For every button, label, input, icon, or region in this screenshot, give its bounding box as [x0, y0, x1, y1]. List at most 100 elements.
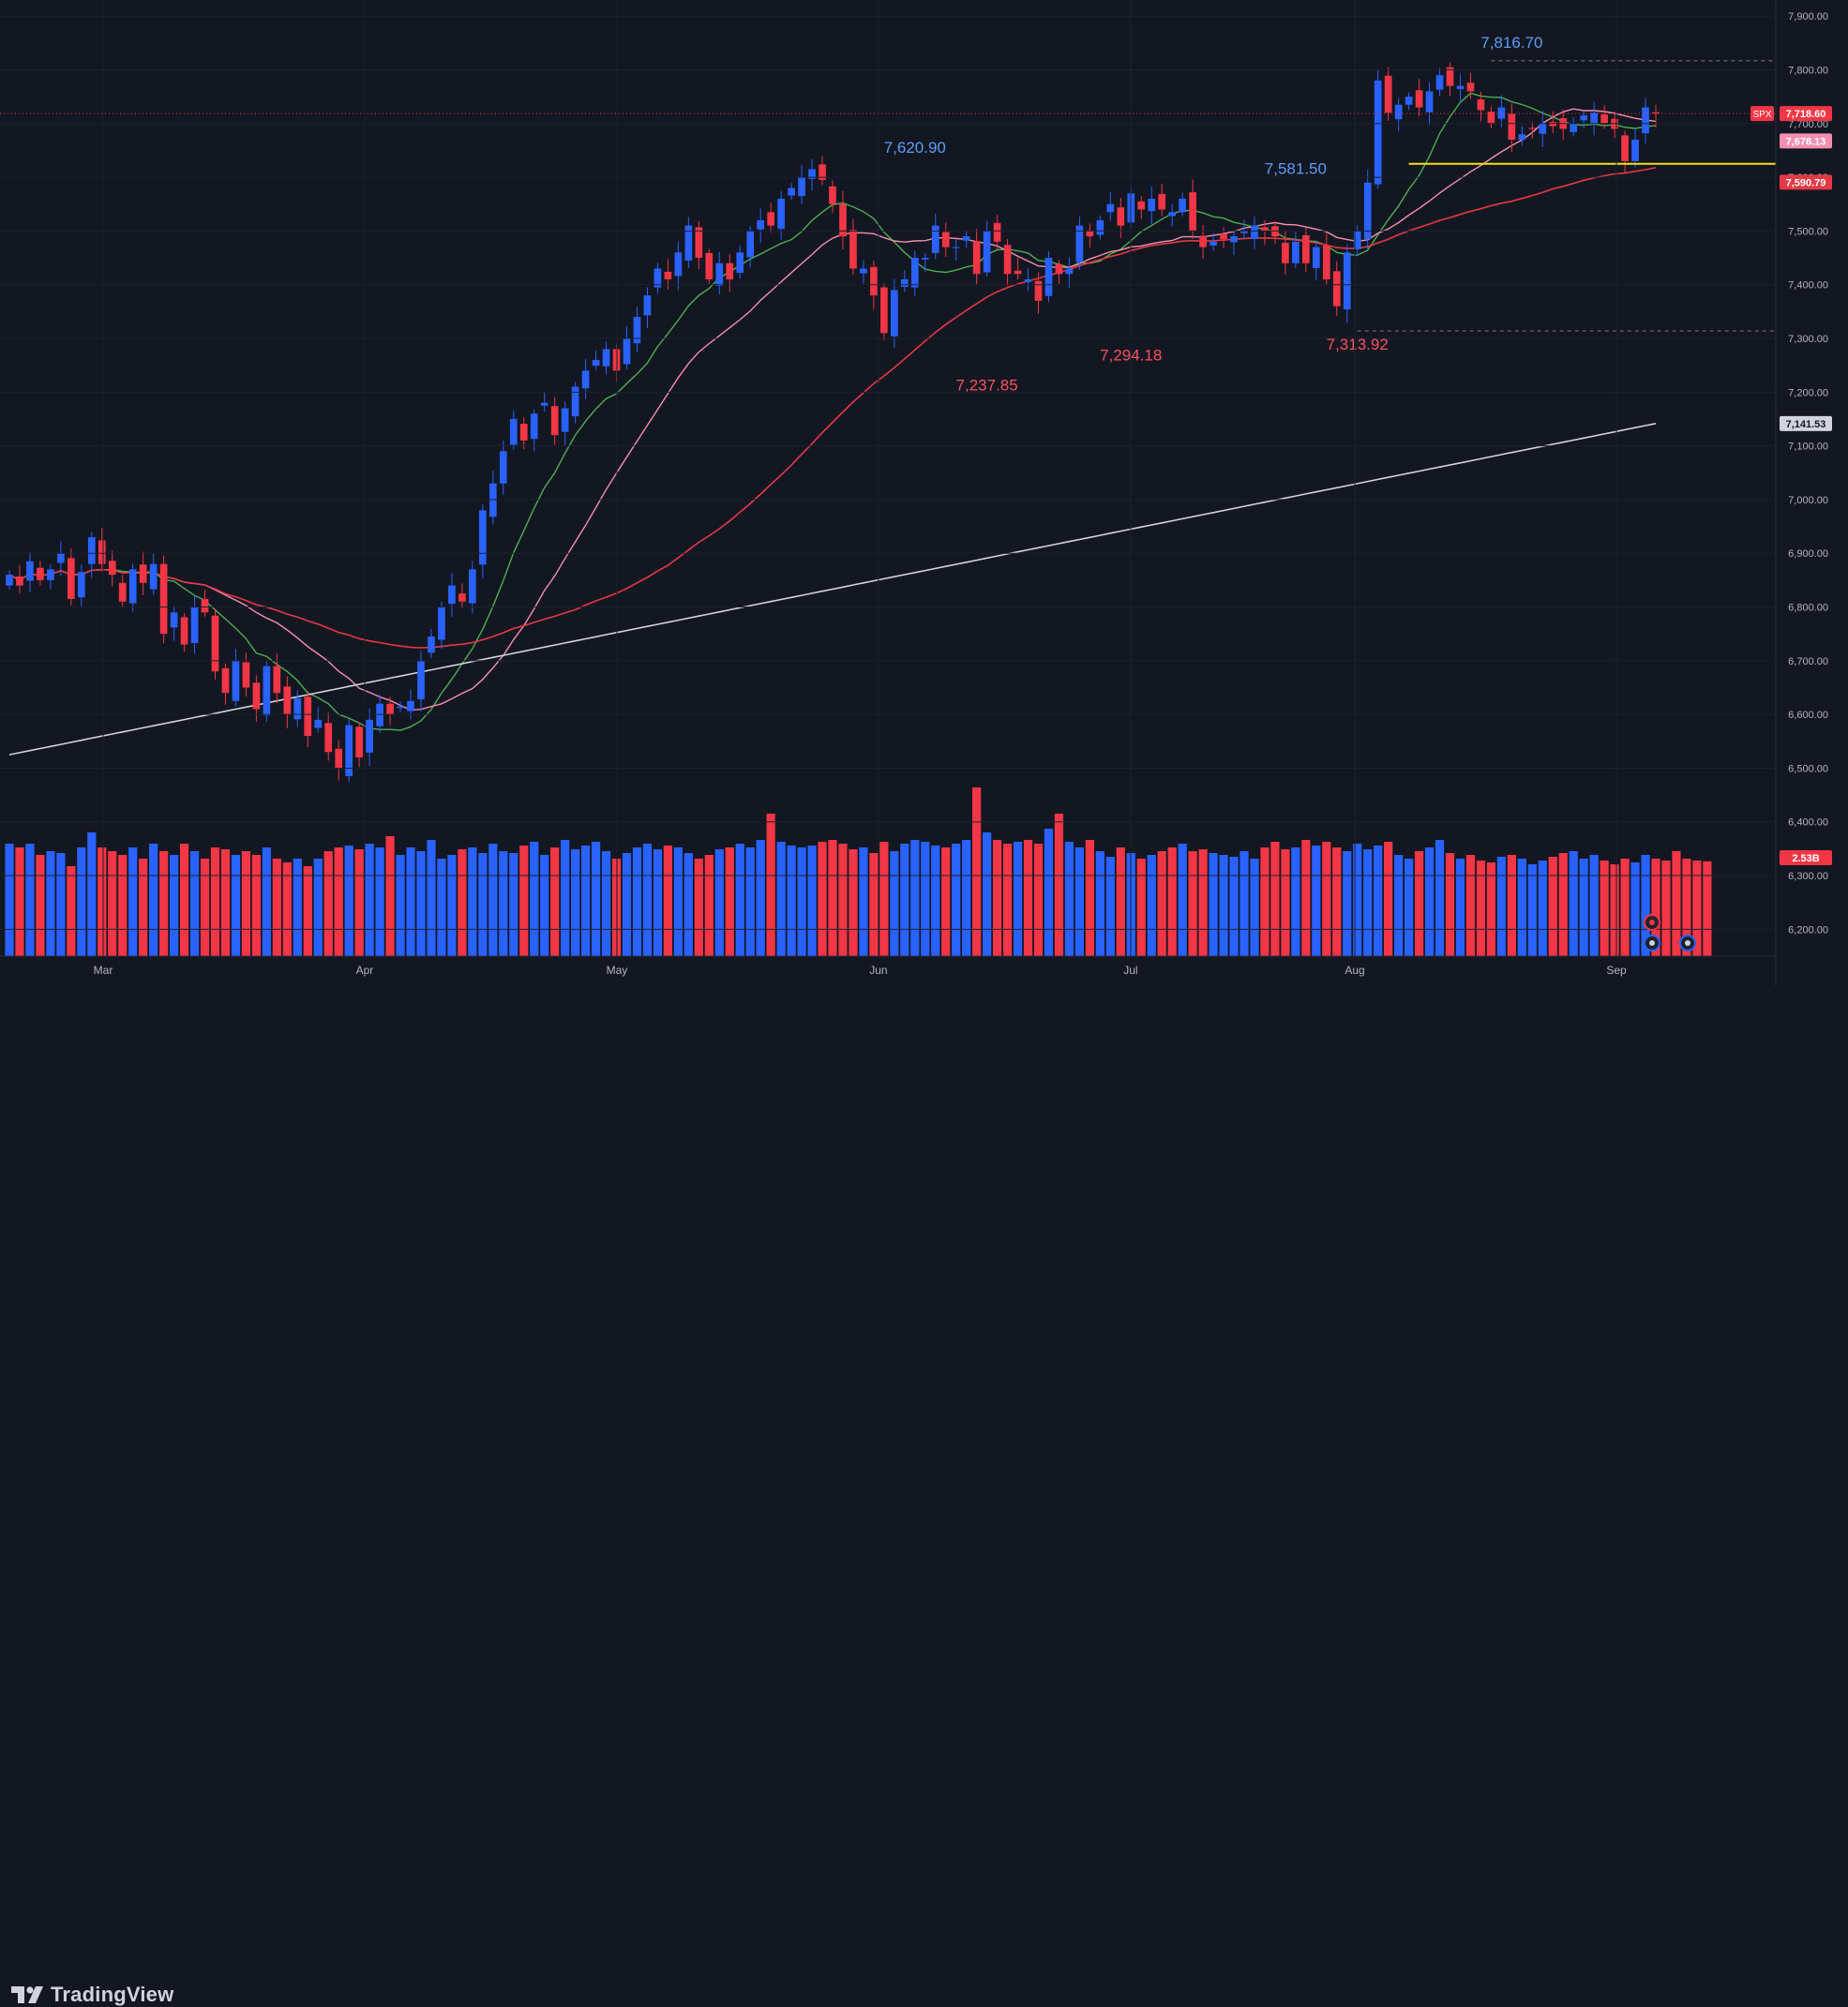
y-tick-label: 7,100.00: [1788, 442, 1828, 453]
volume-bar: [1188, 851, 1197, 956]
volume-bar: [766, 814, 775, 956]
volume-bar: [869, 853, 879, 956]
candle-body: [304, 696, 312, 737]
volume-bar: [1229, 857, 1239, 956]
volume-bar: [838, 844, 848, 956]
volume-bar: [139, 859, 148, 956]
candle-body: [1374, 80, 1382, 185]
y-tick-label: 7,000.00: [1788, 495, 1828, 506]
volume-bar: [1033, 844, 1044, 956]
volume-bar: [509, 853, 518, 956]
candle-body: [335, 748, 343, 769]
candle-body: [757, 219, 765, 230]
volume-bar: [941, 847, 951, 956]
candle-body: [962, 236, 970, 241]
volume-bar: [849, 849, 858, 956]
candle-body: [1600, 114, 1608, 124]
tradingview-logo-icon: [11, 1986, 43, 2003]
price-axis-label-text: 2.53B: [1792, 853, 1819, 864]
x-tick-label: Jun: [869, 964, 887, 977]
candle-body: [1539, 123, 1547, 134]
candle-body: [16, 576, 23, 586]
symbol-tag-text: SPX: [1752, 110, 1771, 120]
volume-bar: [1651, 859, 1660, 956]
candle-body: [509, 418, 518, 445]
candle-body: [767, 212, 774, 226]
candle-body: [1230, 236, 1238, 243]
x-tick-label: Aug: [1345, 964, 1364, 977]
volume-bar: [1610, 864, 1619, 956]
volume-bar: [1363, 849, 1373, 956]
candle-body: [1086, 230, 1094, 237]
y-tick-label: 7,400.00: [1788, 280, 1828, 292]
candle-body: [993, 222, 1001, 242]
volume-bar: [714, 849, 724, 956]
price-chart[interactable]: 7,816.707,620.907,581.507,237.857,294.18…: [0, 0, 1848, 986]
volume-bar: [797, 847, 806, 956]
volume-bar: [653, 849, 663, 956]
axes: 7,900.007,800.007,700.007,600.007,500.00…: [0, 0, 1828, 977]
candle-body: [242, 662, 250, 688]
volume-bar: [1507, 855, 1516, 956]
candle-body: [1405, 97, 1413, 105]
volume-bar: [673, 847, 683, 956]
candle-body: [1312, 247, 1320, 268]
volume-bar: [1661, 861, 1671, 956]
candle-body: [273, 666, 281, 694]
candle-body: [1302, 234, 1310, 263]
x-tick-label: May: [607, 964, 628, 977]
volume-bar: [56, 853, 66, 956]
volume-bar: [108, 851, 117, 956]
event-icon-dot: [1649, 940, 1655, 946]
price-axis-label-text: 7,678.13: [1786, 136, 1826, 147]
x-tick-label: Mar: [94, 964, 113, 977]
y-tick-label: 6,300.00: [1788, 871, 1828, 882]
volume-bar: [1465, 855, 1476, 956]
candle-body: [1096, 219, 1104, 235]
volume-bar: [1476, 861, 1486, 956]
candle-body: [1044, 258, 1053, 296]
y-tick-label: 6,700.00: [1788, 656, 1828, 667]
tradingview-logo[interactable]: TradingView: [11, 1983, 173, 2007]
candle-body: [1549, 122, 1557, 127]
candle-body: [1179, 199, 1186, 213]
volume-bar: [1445, 853, 1455, 956]
candle-body: [283, 686, 292, 715]
volume-bar: [1579, 859, 1588, 956]
candle-body: [68, 558, 75, 599]
candle-body: [1168, 212, 1177, 217]
candle-body: [428, 637, 435, 653]
candle-body: [1363, 182, 1372, 239]
candle-body: [1065, 268, 1074, 275]
volume-bar: [1002, 844, 1013, 956]
price-axis-label: [1780, 174, 1832, 190]
candle-body: [1631, 139, 1639, 161]
candle-body: [684, 225, 693, 261]
volume-bar: [1703, 861, 1712, 956]
candle-body: [849, 230, 857, 269]
volume-bar: [530, 842, 539, 956]
extreme-annotation: 7,313.92: [1327, 336, 1389, 353]
y-tick-label: 6,200.00: [1788, 924, 1828, 936]
candle-body: [190, 607, 199, 643]
candle-body: [695, 227, 703, 259]
candle-body: [1446, 67, 1454, 86]
volume-bar: [5, 844, 14, 956]
candle-body: [1518, 134, 1526, 140]
volume-bar: [952, 844, 961, 956]
y-tick-label: 7,300.00: [1788, 334, 1828, 345]
volume-bar: [642, 844, 653, 956]
volume-bar: [313, 859, 323, 956]
volume-bar: [128, 847, 138, 956]
candle-body: [376, 703, 383, 726]
candle-body: [1106, 203, 1115, 213]
volume-bar: [1074, 847, 1085, 956]
candle-body: [941, 232, 950, 247]
volume-bar: [1435, 840, 1445, 956]
candle-body: [1415, 90, 1423, 108]
volume-bar: [262, 847, 271, 956]
candle-body: [479, 510, 487, 565]
volume-bar: [1569, 851, 1578, 956]
candle-body: [983, 231, 991, 273]
volume-bar: [1527, 864, 1537, 956]
